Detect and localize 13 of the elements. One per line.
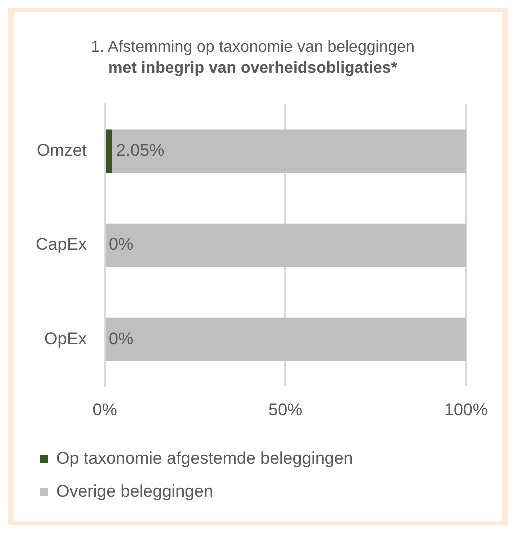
annotation: 0%: [109, 329, 134, 348]
legend-label: Overige beleggingen: [56, 482, 214, 502]
annotation: 0%: [109, 235, 134, 254]
x-tick-label: 0%: [92, 400, 118, 420]
y-tick-label: Omzet: [36, 141, 88, 160]
x-tick-label: 50%: [268, 400, 303, 420]
data-label: 2.05%: [116, 141, 165, 160]
chart-subtitle: met inbegrip van overheidsobligaties*: [108, 60, 398, 78]
chart-title: 1. Afstemming op taxonomie van beleggingen: [91, 39, 415, 56]
x-tick-label: 100%: [444, 400, 488, 420]
y-tick-label: OpEx: [44, 329, 88, 348]
legend-label: Op taxonomie afgestemde beleggingen: [56, 449, 354, 468]
y-tick-label: CapEx: [36, 235, 88, 254]
